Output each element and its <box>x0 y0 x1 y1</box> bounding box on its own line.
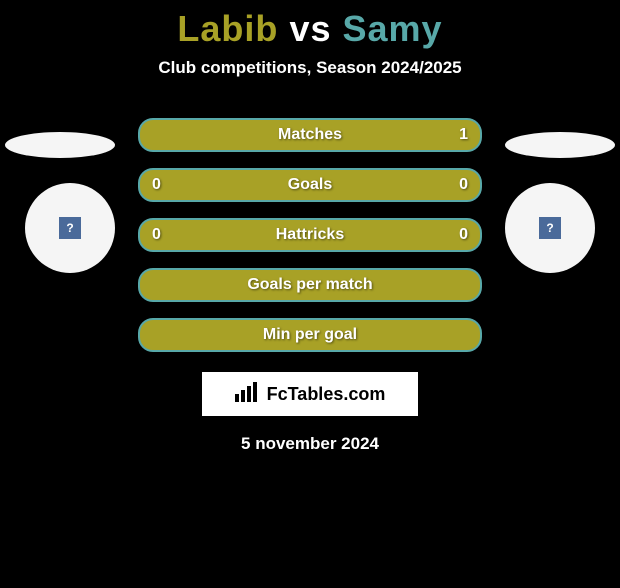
subtitle: Club competitions, Season 2024/2025 <box>0 58 620 78</box>
stat-left-value: 0 <box>152 226 161 244</box>
stat-right-value: 0 <box>459 176 468 194</box>
stat-label: Min per goal <box>263 326 357 344</box>
player2-name: Samy <box>343 8 443 49</box>
player1-name: Labib <box>177 8 278 49</box>
brand-bars-icon <box>235 382 261 407</box>
stat-right-value: 0 <box>459 226 468 244</box>
unknown-player-icon: ? <box>59 217 81 239</box>
comparison-title: Labib vs Samy <box>0 8 620 50</box>
date-text: 5 november 2024 <box>0 434 620 454</box>
brand-badge: FcTables.com <box>202 372 418 416</box>
player2-flag <box>505 132 615 158</box>
brand-text: FcTables.com <box>267 384 386 405</box>
stat-label: Matches <box>278 126 342 144</box>
stat-label: Hattricks <box>276 226 344 244</box>
unknown-player-icon: ? <box>539 217 561 239</box>
vs-text: vs <box>289 8 331 49</box>
stat-label: Goals <box>288 176 332 194</box>
stat-bar: 0 Goals 0 <box>138 168 482 202</box>
stat-right-value: 1 <box>459 126 468 144</box>
stat-bar: 0 Hattricks 0 <box>138 218 482 252</box>
stat-bar: Goals per match <box>138 268 482 302</box>
player1-flag <box>5 132 115 158</box>
stat-bar: Min per goal <box>138 318 482 352</box>
player1-avatar: ? <box>25 183 115 273</box>
stat-left-value: 0 <box>152 176 161 194</box>
stat-bar: Matches 1 <box>138 118 482 152</box>
player2-avatar: ? <box>505 183 595 273</box>
stat-label: Goals per match <box>247 276 372 294</box>
